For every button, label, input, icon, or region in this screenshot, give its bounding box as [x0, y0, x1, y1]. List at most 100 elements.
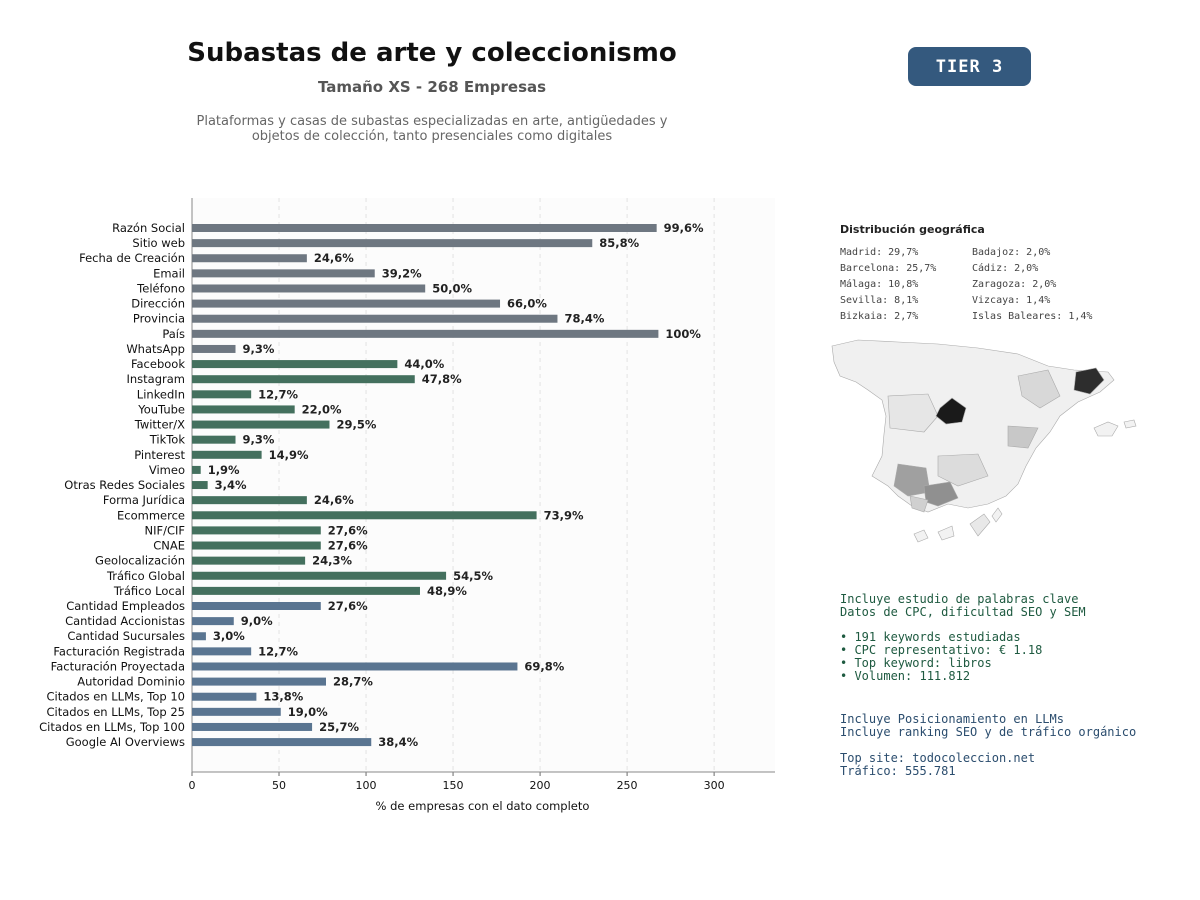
category-label: WhatsApp [126, 342, 185, 356]
data-label: 54,5% [453, 569, 493, 583]
bar [192, 722, 313, 731]
bar [192, 586, 420, 595]
bar [192, 239, 593, 248]
data-label: 69,8% [524, 659, 564, 673]
bar [192, 692, 257, 701]
data-label: 14,9% [269, 448, 309, 462]
category-label: Autoridad Dominio [77, 675, 185, 689]
geo-item: Zaragoza: 2,0% [972, 279, 1057, 290]
x-tick-label: 200 [530, 779, 551, 792]
category-label: Tráfico Local [113, 584, 185, 598]
map-canarias [937, 525, 955, 541]
category-label: Facturación Registrada [53, 644, 185, 658]
data-label: 66,0% [507, 297, 547, 311]
map-region [887, 393, 939, 433]
bar [192, 284, 426, 293]
traffic-line: Tráfico: 555.781 [840, 764, 956, 778]
category-label: NIF/CIF [144, 523, 185, 537]
spain-map [831, 339, 1137, 543]
geo-item: Badajoz: 2,0% [972, 247, 1051, 258]
bar [192, 299, 501, 308]
bar [192, 632, 206, 641]
x-tick-label: 50 [272, 779, 286, 792]
bar [192, 420, 330, 429]
data-label: 9,0% [241, 614, 273, 628]
bar [192, 269, 375, 278]
category-label: Instagram [126, 372, 185, 386]
category-label: Geolocalización [95, 554, 185, 568]
data-label: 19,0% [288, 705, 328, 719]
geo-item: Cádiz: 2,0% [972, 263, 1039, 274]
geo-item: Vizcaya: 1,4% [972, 295, 1051, 306]
category-label: Cantidad Sucursales [67, 629, 185, 643]
bar [192, 526, 321, 535]
keywords-block: Incluye estudio de palabras clave Datos d… [840, 593, 1086, 619]
bar [192, 465, 201, 474]
data-label: 24,3% [312, 554, 352, 568]
x-tick-label: 150 [443, 779, 464, 792]
x-axis-label: % de empresas con el dato completo [376, 799, 590, 813]
top-site-block: Top site: todocoleccion.net Tráfico: 555.… [840, 752, 1035, 778]
data-label: 12,7% [258, 387, 298, 401]
description-line-2: objetos de colección, tanto presenciales… [251, 129, 613, 144]
keywords-bullet: • Volumen: 111.812 [840, 669, 971, 683]
data-label: 48,9% [427, 584, 467, 598]
category-label: Teléfono [136, 281, 185, 295]
category-label: YouTube [137, 402, 185, 416]
bar [192, 254, 307, 263]
category-label: Email [153, 266, 185, 280]
bar [192, 511, 537, 520]
top-site-line: Top site: todocoleccion.net [840, 751, 1036, 765]
x-tick-label: 300 [704, 779, 725, 792]
category-label: LinkedIn [137, 387, 185, 401]
data-label: 47,8% [422, 372, 462, 386]
data-label: 38,4% [378, 735, 418, 749]
geo-item: Barcelona: 25,7% [840, 263, 937, 274]
category-label: TikTok [149, 433, 186, 447]
category-label: Fecha de Creación [79, 251, 185, 265]
bar [192, 556, 306, 565]
category-label: Cantidad Empleados [66, 599, 185, 613]
data-label: 1,9% [208, 463, 240, 477]
data-label: 28,7% [333, 675, 373, 689]
bar [192, 541, 321, 550]
keywords-bullet: • CPC representativo: € 1.18 [840, 643, 1043, 657]
category-label: Sitio web [132, 236, 185, 250]
data-label: 100% [665, 327, 701, 341]
category-label: Citados en LLMs, Top 25 [46, 705, 185, 719]
map-region [937, 453, 989, 487]
description-line-1: Plataformas y casas de subastas especial… [196, 114, 668, 129]
data-label: 99,6% [664, 221, 704, 235]
llm-block: Incluye Posicionamiento en LLMs Incluye r… [840, 713, 1136, 739]
x-tick-label: 100 [356, 779, 377, 792]
bar [192, 571, 447, 580]
data-label: 27,6% [328, 599, 368, 613]
category-label: Ecommerce [117, 508, 185, 522]
category-label: Facebook [131, 357, 185, 371]
map-north-coast [831, 339, 1115, 513]
category-label: Twitter/X [134, 418, 185, 432]
keywords-bullets: • 191 keywords estudiadas • CPC represent… [840, 631, 1042, 683]
category-label: Tráfico Global [106, 569, 185, 583]
category-label: Pinterest [134, 448, 185, 462]
map-madrid [935, 397, 967, 425]
bar [192, 602, 321, 610]
bar [192, 647, 252, 656]
data-label: 25,7% [319, 720, 359, 734]
bar [192, 481, 208, 490]
category-label: Otras Redes Sociales [64, 478, 185, 492]
keywords-line: Datos de CPC, dificultad SEO y SEM [840, 605, 1086, 619]
data-label: 85,8% [599, 236, 639, 250]
category-label: Razón Social [112, 221, 185, 235]
page-description: Plataformas y casas de subastas especial… [182, 114, 682, 144]
data-label: 73,9% [544, 508, 584, 522]
data-label: 29,5% [336, 418, 376, 432]
bar [192, 435, 236, 444]
keywords-bullet: • Top keyword: libros [840, 656, 992, 670]
data-label: 39,2% [382, 266, 422, 280]
data-label: 50,0% [432, 281, 472, 295]
bar [192, 662, 518, 671]
geo-item: Madrid: 29,7% [840, 247, 919, 258]
geo-item: Sevilla: 8,1% [840, 295, 919, 306]
category-label: Provincia [133, 312, 185, 326]
